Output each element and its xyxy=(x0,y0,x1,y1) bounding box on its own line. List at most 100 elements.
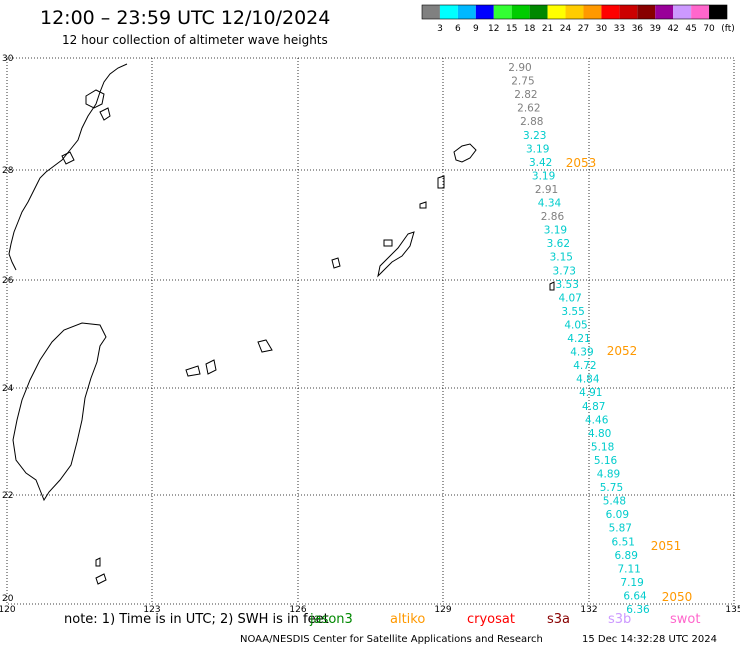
okinawa xyxy=(377,231,415,278)
wave-height-label: 5.48 xyxy=(603,496,626,508)
wave-height-label: 6.36 xyxy=(626,604,650,616)
latitude-label: 26 xyxy=(2,276,14,286)
coastlines xyxy=(8,63,555,585)
color-swatch xyxy=(565,5,584,19)
longitude-label: 132 xyxy=(580,605,597,615)
wave-height-label: 7.19 xyxy=(620,577,643,589)
island xyxy=(95,573,107,585)
island xyxy=(383,239,393,247)
color-swatch xyxy=(673,5,692,19)
color-scale-label: 27 xyxy=(578,24,589,34)
wave-height-label: 4.46 xyxy=(585,414,609,426)
color-swatch xyxy=(493,5,512,19)
island xyxy=(85,89,105,109)
satellite-legend-s3a: s3a xyxy=(547,612,571,627)
wave-height-label: 7.11 xyxy=(617,563,640,575)
wave-height-label: 3.23 xyxy=(523,130,546,142)
color-scale-label: 36 xyxy=(632,24,644,34)
wave-height-label: 2.82 xyxy=(514,89,537,101)
color-swatch xyxy=(547,5,566,19)
wave-height-label: 4.39 xyxy=(570,347,593,359)
color-scale-label: 18 xyxy=(524,24,536,34)
altimeter-track: 2.902.752.822.622.883.233.193.423.192.91… xyxy=(508,62,650,616)
color-swatch xyxy=(601,5,620,19)
color-scale-label: 24 xyxy=(560,24,572,34)
page-title: 12:00 – 23:59 UTC 12/10/2024 xyxy=(40,7,331,29)
color-scale-label: 30 xyxy=(596,24,608,34)
color-scale-label: 6 xyxy=(455,24,461,34)
satellite-legend-cryosat: cryosat xyxy=(467,612,515,627)
wave-height-label: 3.42 xyxy=(529,157,552,169)
color-swatch xyxy=(439,5,458,19)
page-subtitle: 12 hour collection of altimeter wave hei… xyxy=(62,33,328,47)
wave-height-label: 6.89 xyxy=(615,550,638,562)
island xyxy=(99,107,111,121)
wave-height-label: 6.09 xyxy=(606,509,629,521)
color-swatch xyxy=(637,5,656,19)
pass-time-label: 2050 xyxy=(662,590,693,604)
island xyxy=(549,281,555,291)
wave-height-label: 3.19 xyxy=(526,143,549,155)
color-scale-label: 21 xyxy=(542,24,553,34)
pass-time-label: 2053 xyxy=(566,156,597,170)
wave-height-label: 4.72 xyxy=(573,360,596,372)
wave-height-label: 4.91 xyxy=(579,387,602,399)
latitude-label: 28 xyxy=(2,166,14,176)
island xyxy=(257,339,273,353)
wave-height-label: 3.73 xyxy=(553,265,576,277)
island xyxy=(205,359,217,375)
color-swatch xyxy=(457,5,476,19)
wave-height-label: 2.86 xyxy=(541,211,565,223)
island xyxy=(453,143,477,163)
color-scale-label: 33 xyxy=(614,24,625,34)
latitude-label: 24 xyxy=(2,384,14,394)
wave-height-label: 5.16 xyxy=(594,455,618,467)
pass-time-label: 2052 xyxy=(607,344,638,358)
color-scale-bar: 3 6 9 12 15 18 21 24 27 30 33 36 39 42 45 70 (ft) xyxy=(421,4,735,34)
map-frame xyxy=(6,57,735,605)
wave-height-label: 4.89 xyxy=(597,469,620,481)
satellite-legend-s3b: s3b xyxy=(608,612,632,627)
island xyxy=(331,257,341,269)
china-coastline xyxy=(8,63,128,271)
pass-time-label: 2051 xyxy=(651,539,682,553)
wave-height-label: 4.87 xyxy=(582,401,605,413)
note-text: note: 1) Time is in UTC; 2) SWH is in fe… xyxy=(64,612,329,627)
color-scale-label: 15 xyxy=(506,24,517,34)
island xyxy=(61,151,75,165)
wave-height-label: 5.75 xyxy=(600,482,623,494)
wave-height-label: 3.55 xyxy=(561,306,584,318)
latitude-label: 22 xyxy=(2,491,13,501)
wave-height-label: 4.80 xyxy=(588,428,611,440)
longitude-label: 126 xyxy=(289,605,306,615)
wave-height-label: 3.15 xyxy=(550,252,573,264)
color-scale-label: 39 xyxy=(650,24,662,34)
longitude-label: 129 xyxy=(434,605,451,615)
wave-height-label: 4.34 xyxy=(538,198,562,210)
wave-height-label: 3.19 xyxy=(544,225,567,237)
color-swatch xyxy=(529,5,548,19)
footer-credit: NOAA/NESDIS Center for Satellite Applica… xyxy=(240,634,543,645)
wave-height-label: 3.62 xyxy=(547,238,570,250)
color-swatch xyxy=(583,5,602,19)
wave-height-label: 2.90 xyxy=(508,62,531,74)
wave-height-label: 2.88 xyxy=(520,116,543,128)
wave-height-label: 3.53 xyxy=(556,279,579,291)
wave-height-label: 4.21 xyxy=(567,333,590,345)
island xyxy=(437,175,445,189)
latitude-label: 20 xyxy=(2,594,14,604)
color-scale-label: 42 xyxy=(667,24,678,34)
wave-height-label: 5.18 xyxy=(591,441,614,453)
color-swatch xyxy=(475,5,494,19)
island xyxy=(185,365,201,377)
axis-tick-labels: 120 123 126 129 132 135 30 28 26 24 22 20 xyxy=(0,54,740,615)
wave-height-label: 2.62 xyxy=(517,103,540,115)
taiwan-coastline xyxy=(12,322,107,502)
color-swatch xyxy=(619,5,638,19)
longitude-label: 135 xyxy=(725,605,740,615)
pass-time-labels: 2053 2052 2051 2050 xyxy=(566,156,693,604)
latitude-label: 30 xyxy=(2,54,14,64)
island xyxy=(419,201,427,209)
color-bar-border xyxy=(421,4,728,20)
